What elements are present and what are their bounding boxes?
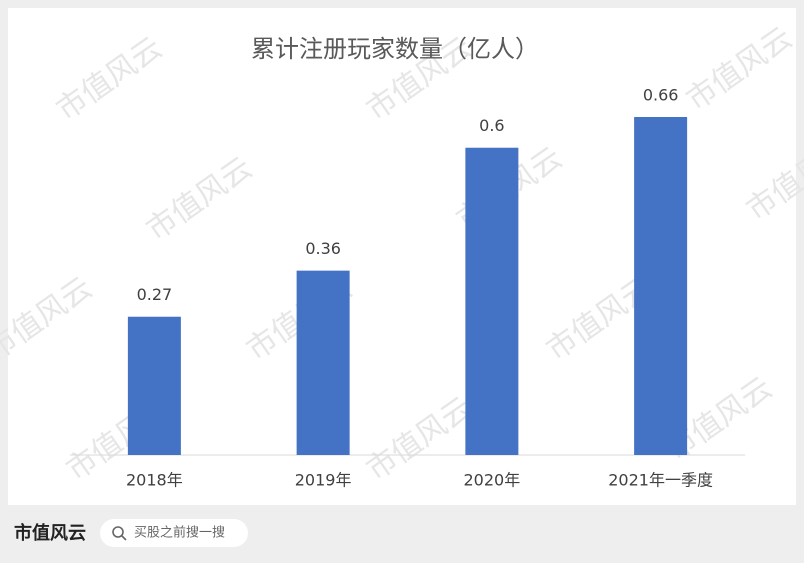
chart-title: 累计注册玩家数量（亿人） [251, 35, 539, 63]
footer-logo: 市值风云 [14, 522, 86, 544]
search-icon [112, 526, 124, 538]
search-box[interactable] [100, 519, 248, 547]
x-tick-label: 2018年 [126, 471, 183, 490]
value-label: 0.66 [643, 86, 679, 105]
search-placeholder[interactable]: 买股之前搜一搜 [134, 525, 225, 541]
x-tick-label: 2021年一季度 [608, 471, 713, 490]
x-tick-label: 2020年 [464, 471, 521, 490]
x-tick-label: 2019年 [295, 471, 352, 490]
search-icon-handle [121, 535, 127, 541]
bar [634, 117, 688, 455]
bar [465, 147, 519, 455]
value-label: 0.36 [305, 239, 341, 258]
value-label: 0.6 [479, 116, 504, 135]
bar [296, 270, 350, 455]
bar [127, 316, 181, 455]
value-label: 0.27 [137, 285, 173, 304]
